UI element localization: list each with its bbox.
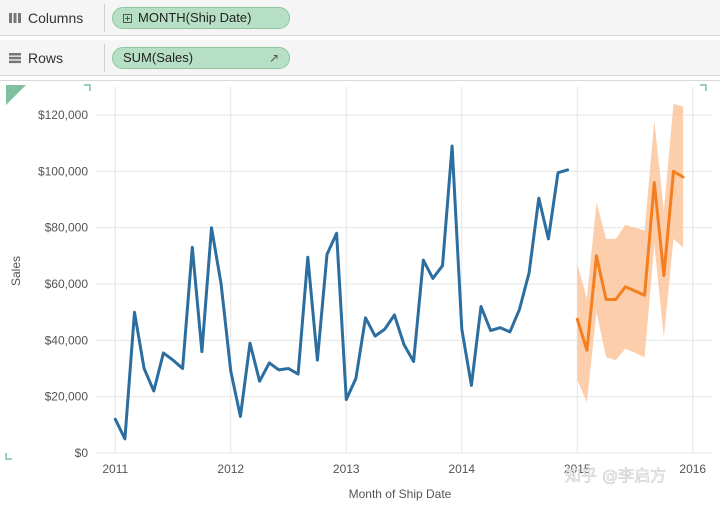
x-tick-label: 2015	[564, 462, 591, 476]
columns-pill-text: MONTH(Ship Date)	[138, 10, 252, 25]
x-tick-label: 2011	[102, 462, 128, 476]
line-chart: $0 $20,000 $40,000 $60,000 $80,000 $100,000 $1…	[5, 84, 712, 501]
sum-sales-pill[interactable]: SUM(Sales) ↗	[112, 47, 290, 69]
expand-plus-icon[interactable]	[123, 13, 132, 23]
chart-area: $0 $20,000 $40,000 $60,000 $80,000 $100,000 $1…	[0, 80, 720, 513]
columns-icon	[9, 13, 21, 23]
rows-shelf: Rows SUM(Sales) ↗	[0, 40, 720, 76]
month-ship-date-pill[interactable]: MONTH(Ship Date)	[112, 7, 290, 29]
columns-shelf-label: Columns	[8, 0, 83, 36]
corner-marker-icon	[6, 85, 26, 105]
rows-divider	[104, 44, 105, 72]
watermark-text: 知乎 @李启方	[565, 466, 666, 485]
y-tick-label: $20,000	[45, 390, 89, 404]
y-tick-label: $0	[75, 446, 89, 460]
corner-bracket-top-left	[84, 84, 91, 91]
tick-label-layer: $0 $20,000 $40,000 $60,000 $80,000 $100,000 $1…	[38, 108, 706, 476]
grid-layer	[96, 87, 712, 454]
series-line-layer	[113, 144, 685, 441]
rows-pill-text: SUM(Sales)	[123, 50, 194, 65]
y-tick-label: $60,000	[45, 277, 89, 291]
y-tick-label: $80,000	[45, 221, 89, 235]
columns-label-text: Columns	[28, 10, 84, 26]
columns-shelf: Columns MONTH(Ship Date)	[0, 0, 720, 36]
forecast-sales-line[interactable]	[575, 169, 685, 352]
x-tick-label: 2016	[679, 462, 706, 476]
forecast-band-layer	[577, 103, 684, 403]
y-tick-label: $100,000	[38, 164, 88, 178]
actual-sales-line[interactable]	[113, 144, 570, 441]
y-tick-label: $40,000	[45, 333, 89, 347]
corner-bracket-top-right	[700, 84, 707, 91]
rows-shelf-label: Rows	[8, 40, 63, 76]
x-axis-title: Month of Ship Date	[349, 487, 452, 501]
corner-bracket-bottom-left	[5, 453, 12, 460]
y-axis-title: Sales	[9, 256, 23, 286]
x-tick-label: 2013	[333, 462, 360, 476]
x-tick-label: 2012	[217, 462, 244, 476]
forecast-confidence-band	[577, 103, 684, 403]
x-tick-label: 2014	[448, 462, 475, 476]
rows-label-text: Rows	[28, 50, 64, 66]
rows-icon	[9, 53, 21, 64]
pill-arrow-icon[interactable]: ↗	[268, 51, 279, 65]
columns-divider	[104, 4, 105, 32]
y-tick-label: $120,000	[38, 108, 88, 122]
